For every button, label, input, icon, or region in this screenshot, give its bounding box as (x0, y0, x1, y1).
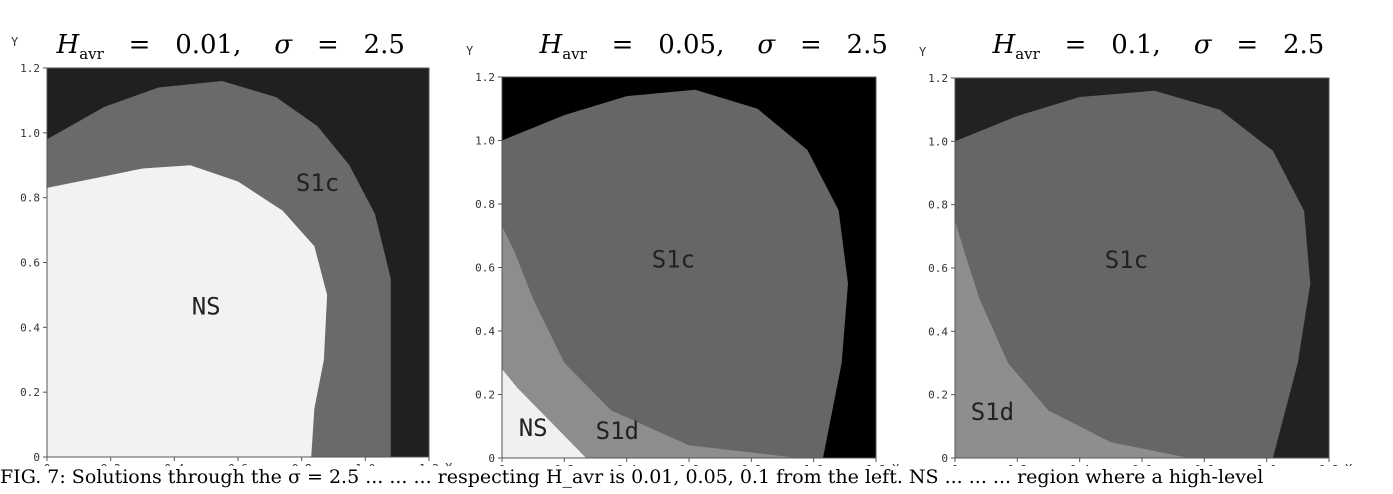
region-ns-2 (502, 369, 587, 458)
x-axis-label: X (1345, 462, 1353, 466)
x-tick-label: 0.6 (1132, 463, 1152, 466)
region-s1c-3 (955, 90, 1311, 458)
y-tick-label: 0.8 (928, 199, 948, 212)
y-axis-label: Y (919, 45, 927, 59)
x-tick-label: 0.4 (1070, 463, 1090, 466)
y-tick-label: 0.4 (20, 321, 40, 334)
y-tick-label: 0.6 (20, 257, 40, 270)
chart-area: S1c NS 0 0.2 0.4 0.6 0.8 1.0 1.2 0 0.2 0.4 0.6 0.8 1.0… (11, 35, 1353, 466)
y-tick-label: 0 (488, 452, 495, 465)
x-tick-label: 1.0 (355, 462, 375, 466)
region-label-ns: NS (192, 292, 221, 320)
region-label-s1c: S1c (296, 169, 339, 197)
x-axis-label: X (892, 462, 900, 466)
y-tick-label: 1.2 (928, 72, 948, 85)
y-tick-label: 0.8 (475, 198, 495, 211)
region-ns-1 (47, 165, 328, 458)
y-tick-label: 0.4 (475, 325, 495, 338)
y-tick-label: 0.2 (20, 386, 40, 399)
y-tick-label: 1.0 (20, 127, 40, 140)
y-tick-label: 1.0 (475, 135, 495, 148)
y-tick-label: 0.2 (928, 389, 948, 402)
x-tick-label: 0 (44, 462, 51, 466)
x-tick-label: 0.2 (554, 463, 574, 466)
region-s1d-2 (502, 226, 799, 458)
y-tick-label: 0 (941, 452, 948, 465)
region-label-s1c: S1c (1105, 246, 1148, 274)
region-label-s1d: S1d (596, 417, 639, 445)
y-axis-label: Y (466, 44, 474, 58)
panel-2: S1c S1d NS 0 0.2 0.4 0.6 0.8 1.0 1.2 0 0.2 0.4 0.6 0.8… (466, 44, 900, 466)
x-tick-label: 0.8 (741, 463, 761, 466)
x-tick-label: 1.2 (1319, 463, 1339, 466)
x-tick-label: 0.6 (228, 462, 248, 466)
x-tick-label: 0.2 (101, 462, 121, 466)
y-tick-label: 0.4 (928, 325, 948, 338)
x-tick-label: 1.0 (804, 463, 824, 466)
figure-caption: FIG. 7: Solutions through the σ = 2.5 ..… (0, 466, 1264, 488)
x-tick-label: 1.0 (1257, 463, 1277, 466)
x-tick-label: 0 (952, 463, 959, 466)
region-s1c-2 (502, 89, 848, 458)
panel-1-title: Havr = 0.01, σ = 2.5 (56, 30, 405, 63)
y-tick-label: 0.8 (20, 192, 40, 205)
region-label-s1c: S1c (652, 246, 695, 274)
region-label-ns: NS (519, 414, 548, 442)
y-axis-label: Y (11, 35, 19, 49)
y-tick-label: 1.2 (475, 71, 495, 84)
region-s1d-3 (955, 220, 1189, 458)
x-tick-label: 0.4 (617, 463, 637, 466)
x-tick-label: 1.2 (419, 462, 439, 466)
x-tick-label: 0 (499, 463, 506, 466)
x-tick-label: 0.6 (679, 463, 699, 466)
panel-3: S1c S1d 0 0.2 0.4 0.6 0.8 1.0 1.2 0 0.2 0.4 0.6 0.8 1.… (919, 45, 1353, 466)
x-tick-label: 0.8 (1194, 463, 1214, 466)
y-tick-label: 1.2 (20, 62, 40, 75)
y-tick-label: 0.6 (928, 262, 948, 275)
y-tick-label: 0.2 (475, 389, 495, 402)
panel-2-title: Havr = 0.05, σ = 2.5 (539, 30, 888, 63)
y-tick-label: 1.0 (928, 135, 948, 148)
y-tick-label: 0 (33, 451, 40, 464)
x-axis-label: X (445, 461, 453, 466)
x-tick-label: 1.2 (866, 463, 886, 466)
panel-3-title: Havr = 0.1, σ = 2.5 (992, 30, 1325, 63)
x-tick-label: 0.2 (1007, 463, 1027, 466)
y-tick-label: 0.6 (475, 262, 495, 275)
x-tick-label: 0.4 (164, 462, 184, 466)
region-label-s1d: S1d (971, 398, 1014, 426)
x-tick-label: 0.8 (292, 462, 312, 466)
panel-1: S1c NS 0 0.2 0.4 0.6 0.8 1.0 1.2 0 0.2 0.4 0.6 0.8 1.0… (11, 35, 453, 466)
